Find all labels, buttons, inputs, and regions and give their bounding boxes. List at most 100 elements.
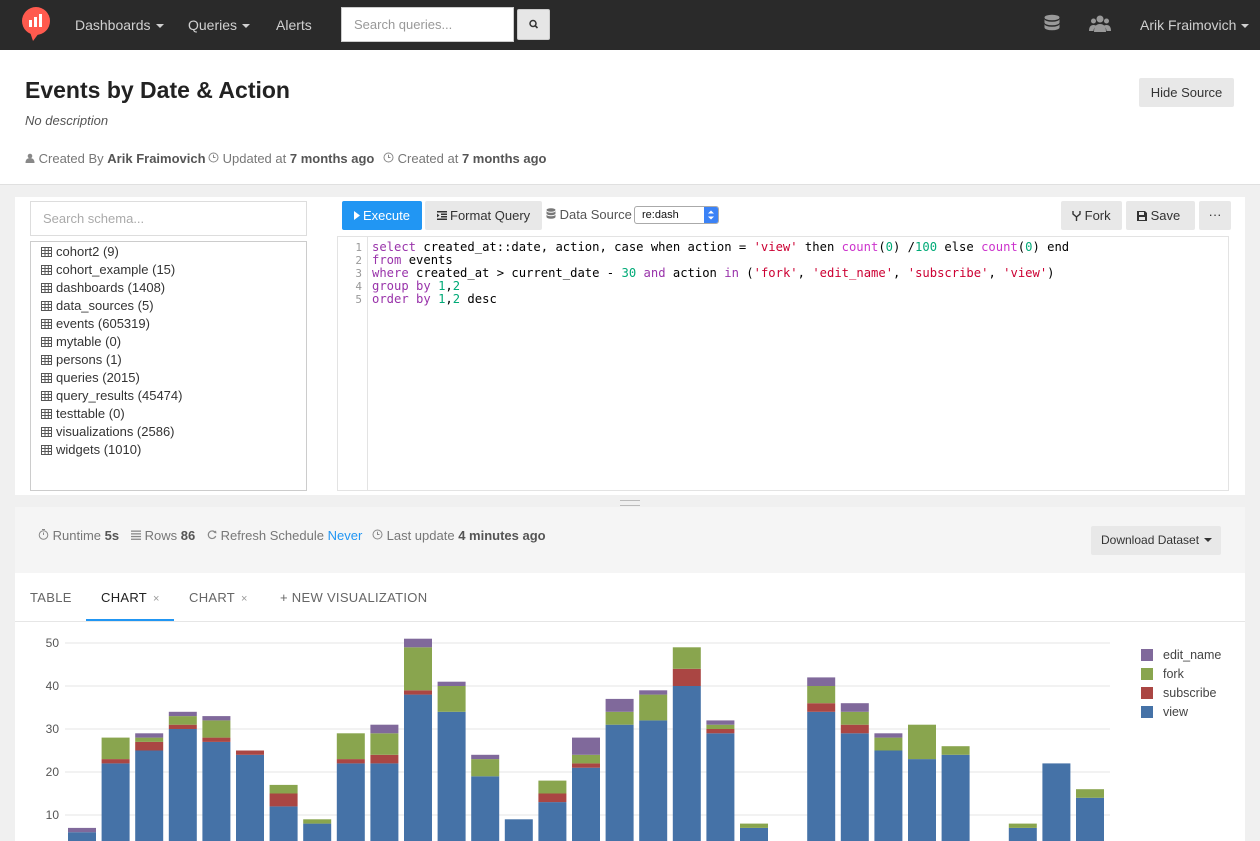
data-source-select[interactable]: re:dash (634, 206, 719, 224)
table-icon (41, 337, 52, 347)
tab-table-label: TABLE (30, 590, 72, 605)
editor-resize-handle[interactable] (620, 500, 640, 506)
nav-queries[interactable]: Queries (188, 17, 251, 33)
bar-segment-fork (135, 737, 164, 742)
bar-segment-view (908, 759, 936, 841)
schema-table-label: events (605319) (56, 316, 150, 331)
legend-item[interactable]: fork (1141, 667, 1184, 681)
schema-table-label: dashboards (1408) (56, 280, 166, 295)
updated-label: Updated at (222, 151, 287, 166)
legend-item[interactable]: subscribe (1141, 686, 1217, 700)
tab-table[interactable]: TABLE (30, 590, 72, 605)
search-button[interactable] (517, 9, 550, 40)
search-queries-input[interactable]: Search queries... (341, 7, 514, 42)
runtime-label: Runtime (52, 528, 102, 543)
bar-segment-view (840, 733, 869, 841)
list-icon (131, 530, 141, 540)
user-menu[interactable]: Arik Fraimovich (1140, 17, 1250, 33)
database-icon[interactable] (1043, 14, 1061, 34)
schema-search-input[interactable]: Search schema... (30, 201, 307, 236)
bar-segment-view (303, 823, 332, 841)
tab-new-visualization-label: + NEW VISUALIZATION (280, 590, 428, 605)
save-label: Save (1150, 208, 1181, 223)
floppy-disk-icon (1137, 211, 1147, 221)
refresh-schedule-link[interactable]: Never (327, 528, 363, 543)
bar-segment-subscribe (807, 703, 836, 712)
redash-logo-icon[interactable] (20, 6, 52, 42)
tab-chart-2[interactable]: CHART × (189, 590, 248, 605)
last-update-value: 4 minutes ago (458, 528, 546, 543)
nav-dashboards[interactable]: Dashboards (75, 17, 164, 33)
schema-table-item[interactable]: events (605319) (41, 316, 150, 331)
schema-table-item[interactable]: queries (2015) (41, 370, 140, 385)
users-icon[interactable] (1089, 14, 1111, 34)
table-icon (41, 445, 52, 455)
play-icon (354, 211, 360, 220)
close-icon[interactable]: × (241, 593, 248, 605)
fork-button[interactable]: Fork (1061, 201, 1122, 230)
bar-segment-fork (1076, 789, 1104, 798)
execute-button[interactable]: Execute (342, 201, 422, 230)
schema-table-item[interactable]: data_sources (5) (41, 298, 154, 313)
data-source-value: re:dash (642, 209, 679, 221)
more-options-button[interactable]: ··· (1199, 201, 1231, 230)
select-arrow-icon (704, 207, 718, 223)
schema-table-item[interactable]: cohort_example (15) (41, 262, 175, 277)
bar-segment-view (135, 750, 164, 841)
bar-segment-view (941, 754, 970, 841)
schema-table-item[interactable]: mytable (0) (41, 334, 121, 349)
rows-stat: Rows 86 (131, 528, 195, 543)
schema-table-item[interactable]: testtable (0) (41, 406, 125, 421)
legend-swatch (1141, 706, 1153, 718)
bar-segment-subscribe (538, 793, 567, 803)
bar-segment-subscribe (370, 754, 399, 764)
format-query-button[interactable]: Format Query (425, 201, 542, 230)
bar-segment-edit-name (168, 711, 197, 717)
refresh-label: Refresh Schedule (220, 528, 324, 543)
schema-table-item[interactable]: query_results (45474) (41, 388, 182, 403)
caret-down-icon (1204, 538, 1213, 542)
bar-segment-edit-name (135, 733, 164, 738)
table-icon (41, 265, 52, 275)
code-line: from events (372, 253, 453, 267)
save-button[interactable]: Save (1126, 201, 1195, 230)
schema-table-label: persons (1) (56, 352, 122, 367)
tab-new-visualization[interactable]: + NEW VISUALIZATION (280, 590, 427, 605)
last-update-stat: Last update 4 minutes ago (372, 528, 546, 543)
code-line: select created_at::date, action, case wh… (372, 240, 1070, 254)
created-by-label: Created By (38, 151, 104, 166)
bar-segment-view (605, 724, 634, 841)
schema-table-item[interactable]: dashboards (1408) (41, 280, 165, 295)
query-description[interactable]: No description (25, 113, 109, 128)
legend-item[interactable]: view (1141, 705, 1188, 719)
legend-item[interactable]: edit_name (1141, 648, 1221, 662)
schema-table-item[interactable]: persons (1) (41, 352, 122, 367)
schema-browser[interactable]: cohort2 (9) cohort_example (15) dashboards… (30, 241, 307, 491)
schema-table-item[interactable]: cohort2 (9) (41, 244, 119, 259)
schema-table-item[interactable]: visualizations (2586) (41, 424, 175, 439)
user-icon (25, 153, 35, 163)
user-name: Arik Fraimovich (1140, 17, 1237, 33)
stopwatch-icon (38, 529, 49, 540)
created-by: Created By Arik Fraimovich (25, 151, 206, 166)
nav-queries-label: Queries (188, 17, 238, 33)
bar-segment-edit-name (605, 698, 634, 712)
bar-segment-view (370, 763, 399, 841)
schema-table-item[interactable]: widgets (1010) (41, 442, 141, 457)
download-dataset-button[interactable]: Download Dataset (1091, 526, 1221, 555)
code-line: group by 1,2 (372, 279, 461, 293)
nav-alerts[interactable]: Alerts (276, 17, 312, 33)
bar-segment-view (101, 763, 130, 841)
page-title[interactable]: Events by Date & Action (25, 77, 290, 103)
hide-source-button[interactable]: Hide Source (1139, 78, 1234, 107)
runtime-stat: Runtime 5s (38, 528, 119, 543)
close-icon[interactable]: × (153, 593, 160, 605)
bar-segment-view (168, 729, 197, 841)
updated-value: 7 months ago (289, 151, 375, 166)
schema-table-label: cohort2 (9) (56, 244, 119, 259)
bar-segment-fork (740, 823, 768, 828)
tab-chart-1[interactable]: CHART × (101, 590, 160, 605)
top-navbar: Dashboards Queries Alerts Search queries… (0, 0, 1260, 50)
